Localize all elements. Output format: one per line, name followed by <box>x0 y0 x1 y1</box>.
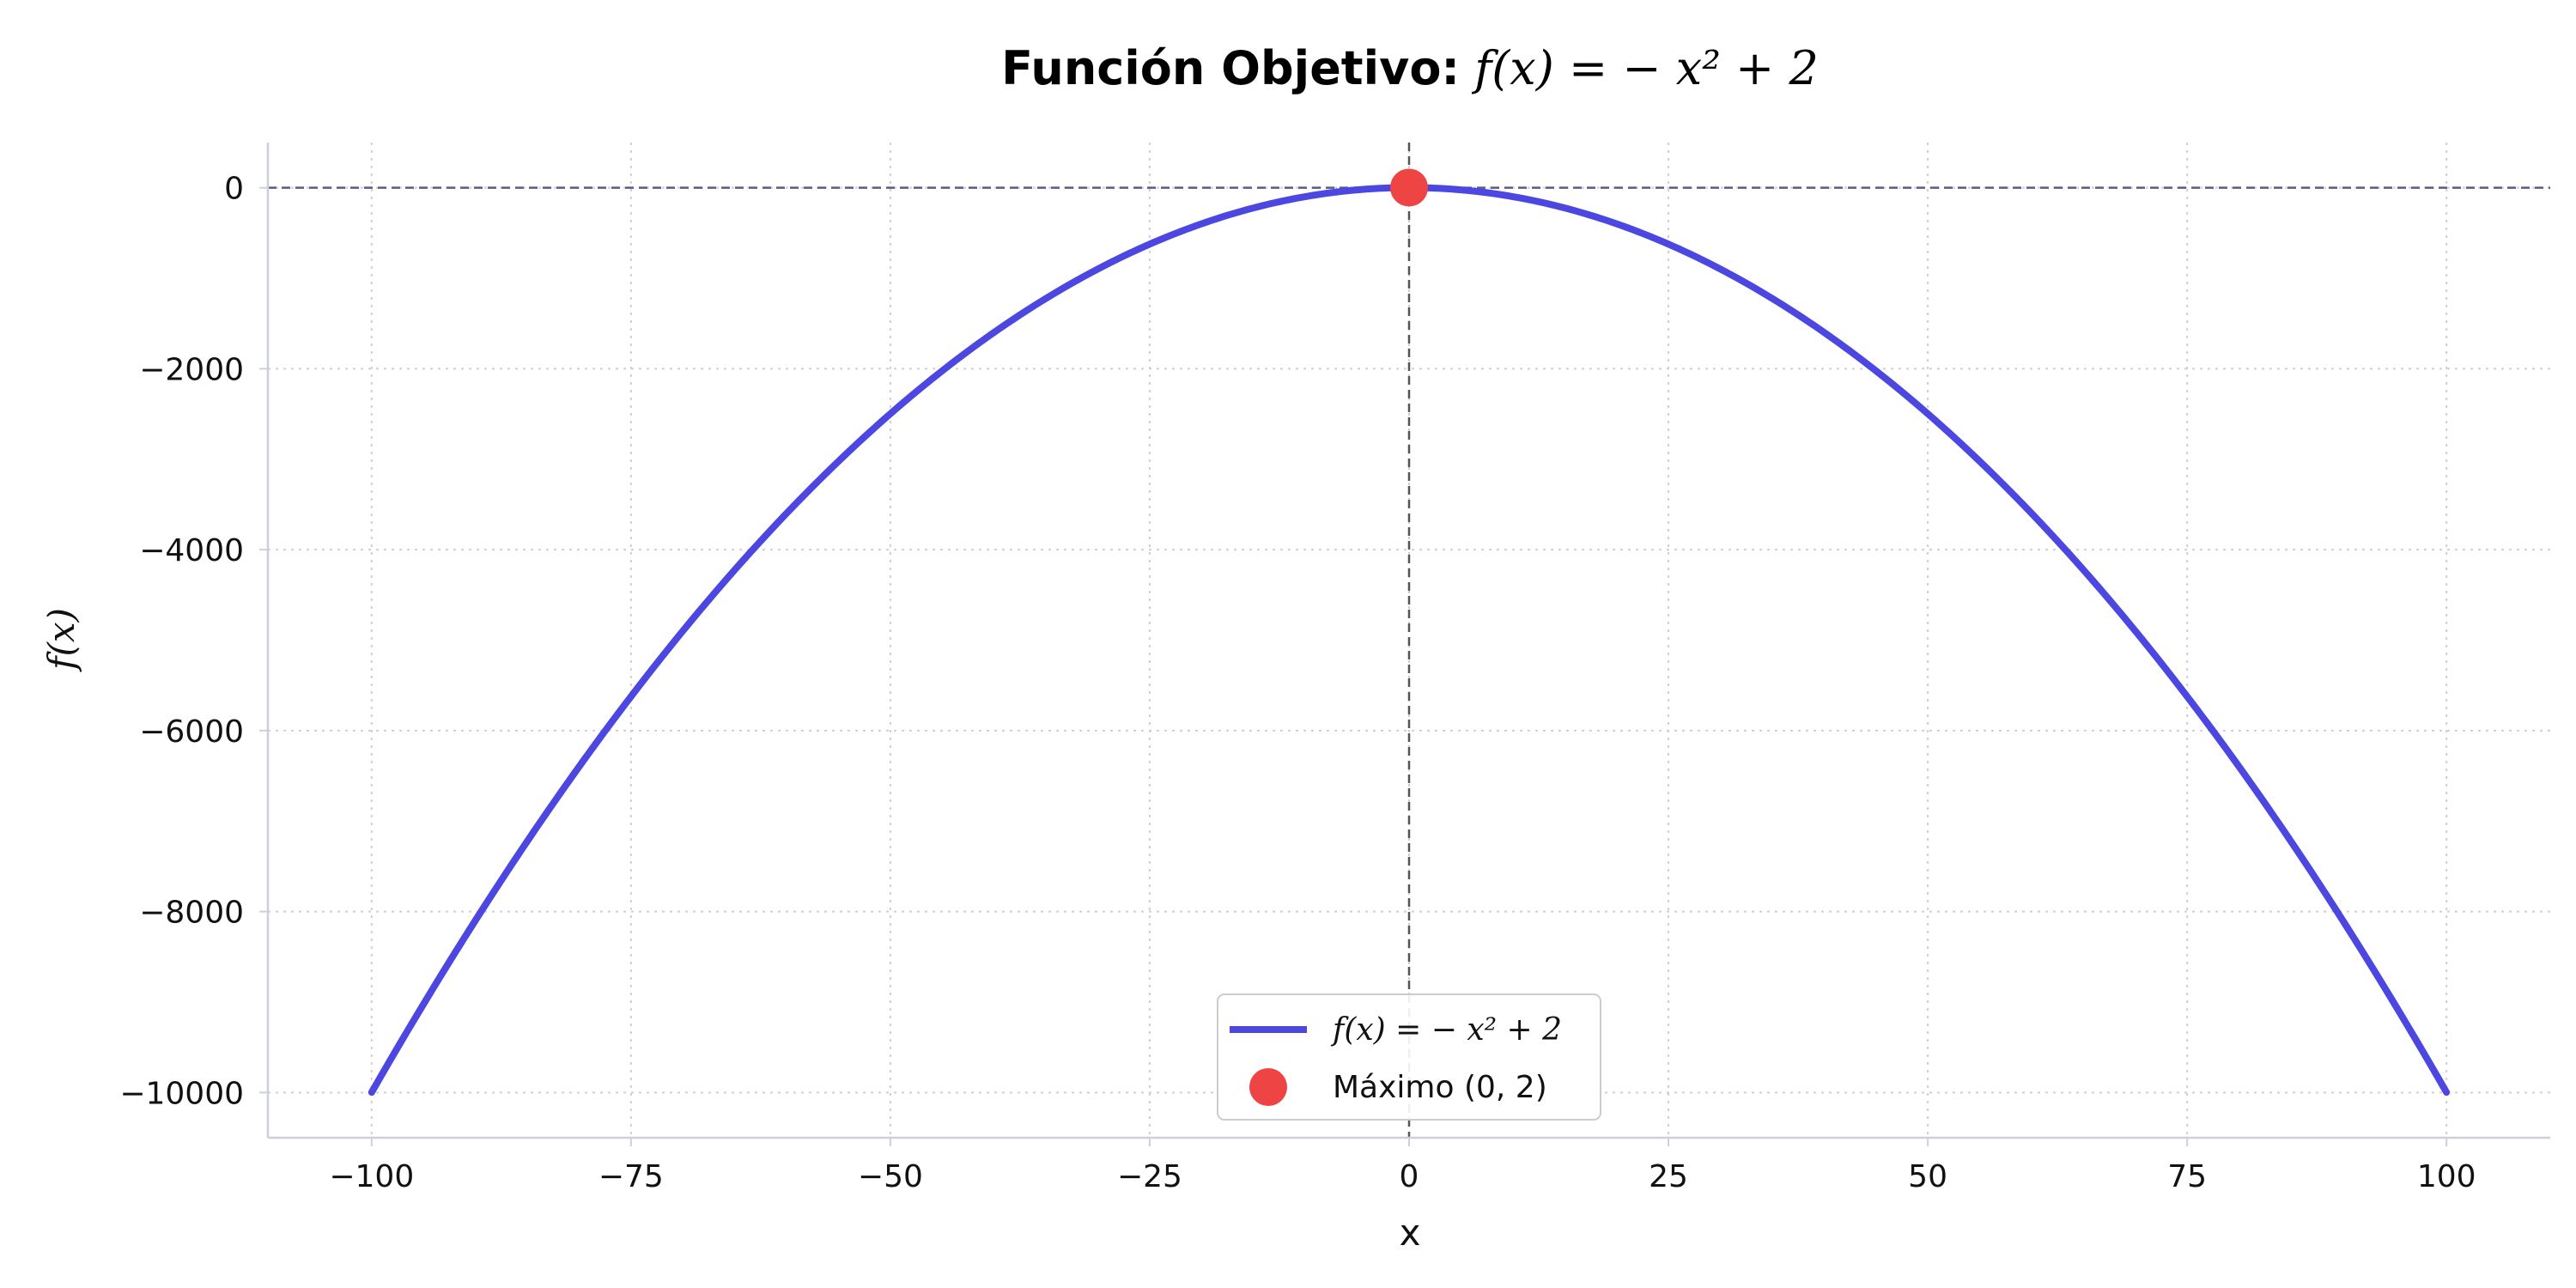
x-tick-label: −25 <box>1117 1159 1182 1194</box>
legend-marker-swatch <box>1249 1068 1287 1106</box>
x-tick-label: −100 <box>329 1159 414 1194</box>
chart-title-bold: Función Objetivo: <box>1001 41 1460 95</box>
maximum-point <box>1390 168 1428 207</box>
y-tick-label: −8000 <box>139 896 244 931</box>
x-tick-label: −75 <box>598 1159 664 1194</box>
legend-label-maximum: Máximo (0, 2) <box>1333 1070 1547 1105</box>
legend-label-curve: f(x) = − x² + 2 <box>1330 1012 1562 1048</box>
x-tick-label: 100 <box>2417 1159 2476 1194</box>
x-tick-label: 50 <box>1908 1159 1947 1194</box>
x-tick-label: −50 <box>858 1159 923 1194</box>
tick-labels: −100 −75 −50 −25 0 25 50 75 100 0 −2000 −4000 −6000 −… <box>119 172 2476 1194</box>
y-axis-label: f(x) <box>40 608 82 672</box>
chart-title-math: f(x) = − x² + 2 <box>1471 41 1819 95</box>
x-tick-label: 25 <box>1649 1159 1688 1194</box>
axes <box>259 143 2550 1146</box>
x-axis-label: x <box>1400 1212 1421 1254</box>
series <box>368 168 2451 1097</box>
x-tick-label: 0 <box>1400 1159 1419 1194</box>
y-tick-label: 0 <box>224 172 244 207</box>
y-tick-label: −4000 <box>139 533 244 568</box>
y-tick-label: −6000 <box>139 714 244 750</box>
grid-lines <box>268 143 2550 1138</box>
x-tick-label: 75 <box>2167 1159 2207 1194</box>
y-tick-label: −10000 <box>119 1076 244 1111</box>
y-tick-label: −2000 <box>139 352 244 387</box>
chart-title: Función Objetivo: f(x) = − x² + 2 <box>1001 41 1819 95</box>
legend-box <box>1217 993 1601 1121</box>
legend: f(x) = − x² + 2 Máximo (0, 2) <box>1217 993 1601 1121</box>
